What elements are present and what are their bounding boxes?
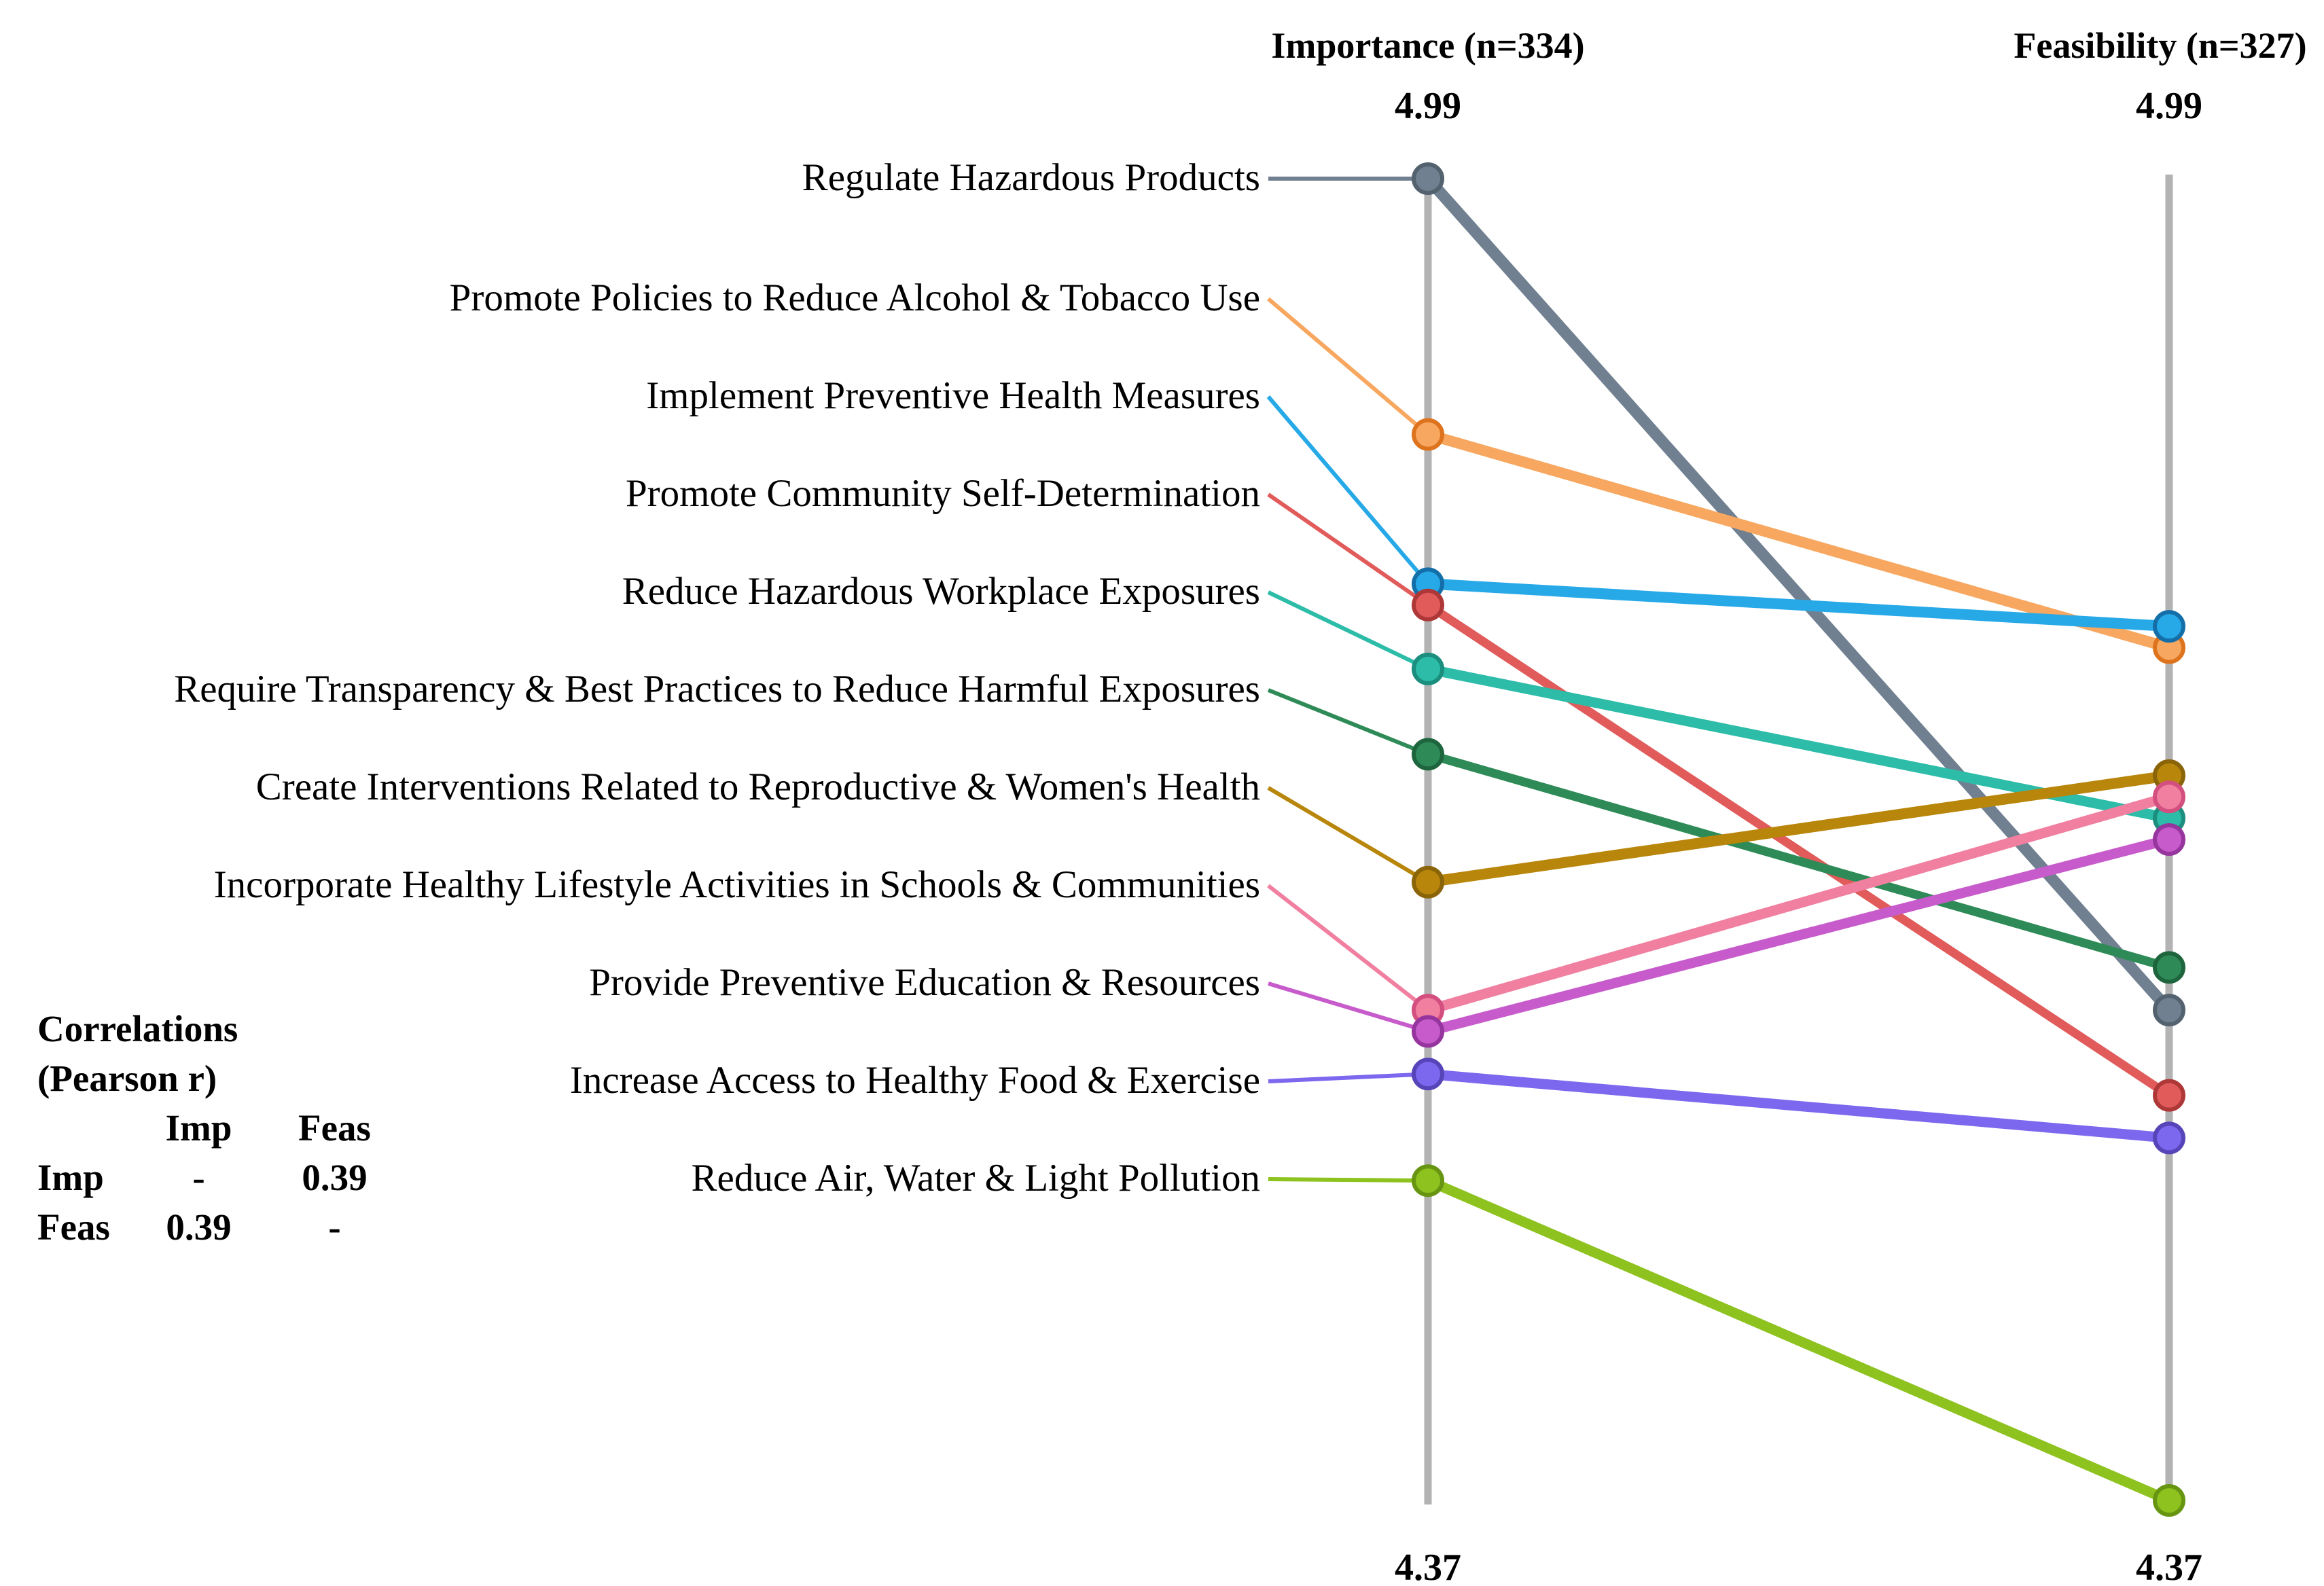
feasibility-dot-increase-access-to-healthy-food-exercise: [2153, 1121, 2185, 1155]
correlation-row-feas: Feas 0.39 -: [37, 1202, 408, 1252]
slope-line-require-transparency-best-practices-to-reduce-harmful-exposures: [1423, 749, 2174, 972]
category-label-incorporate-healthy-lifestyle-activities-in-schools-communities: Incorporate Healthy Lifestyle Activities…: [213, 863, 1260, 907]
importance-dot-promote-community-self-determination: [1412, 588, 1444, 621]
feasibility-dot-incorporate-healthy-lifestyle-activities-in-schools-communities: [2153, 780, 2185, 814]
importance-axis-min-label: 4.37: [1395, 1547, 1461, 1586]
corr-value-imp-feas: 0.39: [302, 1157, 368, 1198]
slope-line-provide-preventive-education-resources: [1423, 834, 2175, 1037]
slope-line-incorporate-healthy-lifestyle-activities-in-schools-communities: [1423, 791, 2175, 1015]
correlation-header-row: Imp Feas: [37, 1103, 408, 1153]
importance-dot-reduce-air-water-light-pollution: [1412, 1164, 1444, 1197]
feasibility-dot-implement-preventive-health-measures: [2153, 610, 2185, 643]
corr-value-feas-imp: 0.39: [166, 1206, 232, 1248]
importance-column-title: Importance (n=334): [1271, 25, 1585, 66]
leader-line-promote-policies-to-reduce-alcohol-tobacco-use: [1267, 297, 1429, 436]
corr-value-feas-feas: -: [328, 1206, 341, 1248]
leader-line-provide-preventive-education-resources: [1268, 981, 1429, 1034]
feasibility-column-title: Feasibility (n=327): [2014, 25, 2307, 66]
leader-line-promote-community-self-determination: [1267, 492, 1429, 607]
correlations-subtitle: (Pearson r): [37, 1058, 217, 1099]
importance-dot-increase-access-to-healthy-food-exercise: [1412, 1058, 1444, 1091]
feasibility-dot-regulate-hazardous-products: [2153, 994, 2185, 1027]
category-label-create-interventions-related-to-reproductive-women-s-health: Create Interventions Related to Reproduc…: [255, 765, 1260, 809]
slope-line-increase-access-to-healthy-food-exercise: [1423, 1068, 2175, 1143]
slope-line-promote-policies-to-reduce-alcohol-tobacco-use: [1423, 429, 2175, 653]
feasibility-dot-require-transparency-best-practices-to-reduce-harmful-exposures: [2153, 951, 2185, 984]
importance-dot-regulate-hazardous-products: [1412, 162, 1444, 195]
importance-dot-create-interventions-related-to-reproductive-women-s-health: [1412, 865, 1444, 899]
corr-row-label-imp: Imp: [37, 1157, 104, 1198]
category-label-reduce-air-water-light-pollution: Reduce Air, Water & Light Pollution: [691, 1157, 1260, 1200]
feasibility-dot-promote-community-self-determination: [2153, 1079, 2185, 1112]
leader-line-increase-access-to-healthy-food-exercise: [1268, 1072, 1429, 1083]
leader-line-create-interventions-related-to-reproductive-women-s-health: [1267, 786, 1429, 884]
importance-axis-max-label: 4.99: [1395, 85, 1461, 127]
feasibility-axis-max-label: 4.99: [2136, 85, 2202, 127]
corr-col-header-feas: Feas: [298, 1107, 371, 1149]
category-label-promote-community-self-determination: Promote Community Self-Determination: [625, 472, 1260, 516]
leader-line-implement-preventive-health-measures: [1266, 395, 1430, 585]
category-label-require-transparency-best-practices-to-reduce-harmful-exposures: Require Transparency & Best Practices to…: [174, 668, 1260, 711]
importance-dot-provide-preventive-education-resources: [1412, 1015, 1444, 1048]
category-label-regulate-hazardous-products: Regulate Hazardous Products: [802, 156, 1260, 200]
category-label-implement-preventive-health-measures: Implement Preventive Health Measures: [646, 374, 1260, 418]
feasibility-dot-provide-preventive-education-resources: [2153, 823, 2185, 856]
importance-dot-promote-policies-to-reduce-alcohol-tobacco-use: [1412, 418, 1444, 451]
corr-col-header-imp: Imp: [165, 1107, 232, 1149]
slope-line-implement-preventive-health-measures: [1423, 578, 2175, 632]
leader-line-reduce-air-water-light-pollution: [1268, 1177, 1429, 1183]
feasibility-axis-min-label: 4.37: [2136, 1547, 2202, 1586]
feasibility-dot-reduce-air-water-light-pollution: [2153, 1484, 2185, 1517]
importance-dot-require-transparency-best-practices-to-reduce-harmful-exposures: [1412, 738, 1444, 771]
leader-line-require-transparency-best-practices-to-reduce-harmful-exposures: [1267, 688, 1429, 757]
correlation-row-imp: Imp - 0.39: [37, 1153, 408, 1202]
corr-empty-cell: [37, 1103, 136, 1153]
category-label-reduce-hazardous-workplace-exposures: Reduce Hazardous Workplace Exposures: [622, 570, 1260, 613]
slope-line-promote-community-self-determination: [1423, 600, 2174, 1100]
slope-line-reduce-air-water-light-pollution: [1423, 1175, 2175, 1506]
leader-line-reduce-hazardous-workplace-exposures: [1267, 590, 1429, 671]
category-label-increase-access-to-healthy-food-exercise: Increase Access to Healthy Food & Exerci…: [569, 1059, 1260, 1102]
correlations-panel: Correlations (Pearson r) Imp Feas Imp - …: [37, 1004, 408, 1252]
correlations-title: Correlations: [37, 1008, 238, 1049]
importance-dot-reduce-hazardous-workplace-exposures: [1412, 652, 1444, 685]
category-label-provide-preventive-education-resources: Provide Preventive Education & Resources: [589, 961, 1260, 1005]
slope-line-create-interventions-related-to-reproductive-women-s-health: [1423, 770, 2175, 888]
corr-row-label-feas: Feas: [37, 1206, 110, 1248]
corr-value-imp-imp: -: [192, 1157, 205, 1198]
category-label-promote-policies-to-reduce-alcohol-tobacco-use: Promote Policies to Reduce Alcohol & Tob…: [449, 276, 1260, 320]
leader-line-incorporate-healthy-lifestyle-activities-in-schools-communities: [1267, 884, 1429, 1012]
